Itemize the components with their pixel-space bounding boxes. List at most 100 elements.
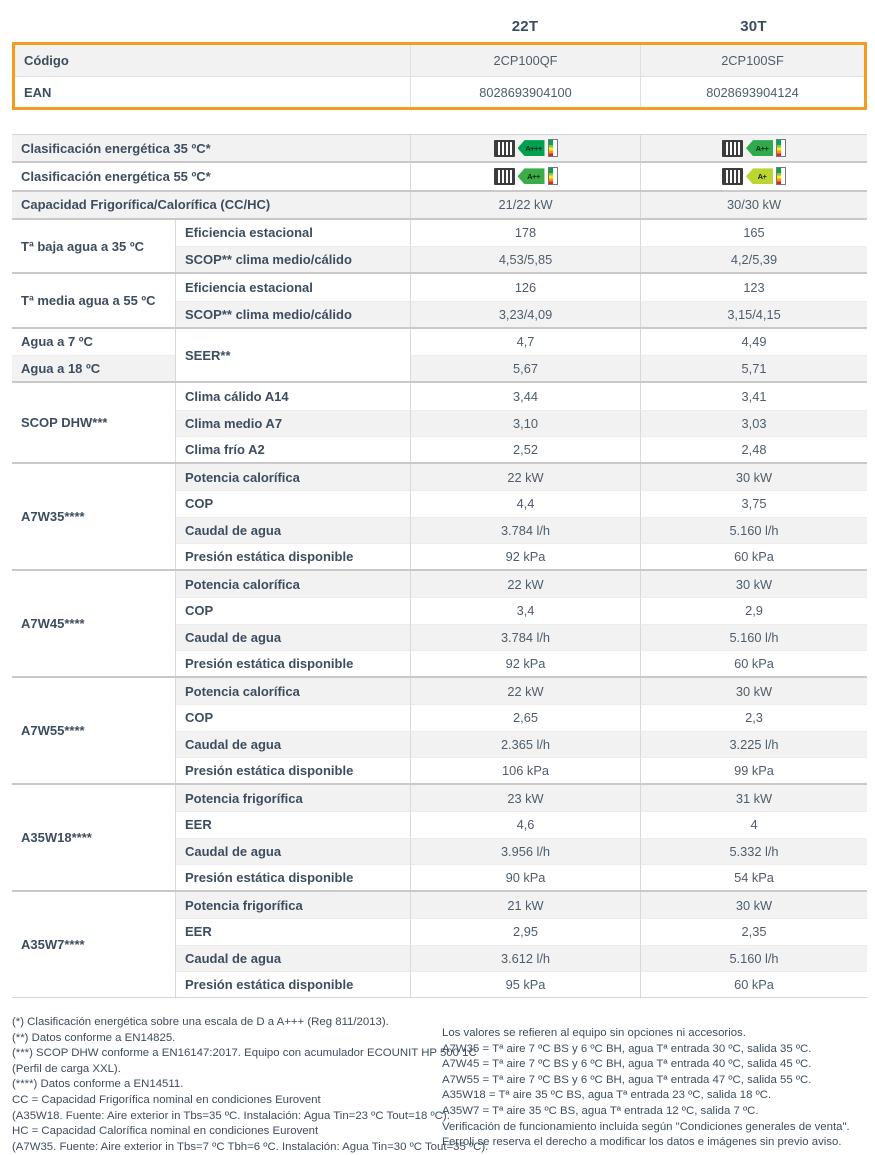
row-sub-label: Eficiencia estacional bbox=[175, 219, 410, 246]
spec-value: 5.160 l/h bbox=[640, 944, 867, 971]
model-column-header: 22T bbox=[511, 17, 539, 35]
footnote-line: A35W18 = Tª aire 35 ºC BS, agua Tª entra… bbox=[442, 1089, 772, 1102]
row-sub-label: COP bbox=[175, 490, 410, 517]
row-sub-label: Clima cálido A14 bbox=[175, 383, 410, 410]
spec-value: 54 kPa bbox=[640, 863, 867, 890]
footnote-line: A35W7 = Tª aire 35 ºC BS, agua Tª entrad… bbox=[442, 1104, 759, 1117]
row-sub-label: EER bbox=[175, 811, 410, 838]
spec-value: 5.332 l/h bbox=[640, 837, 867, 864]
footnote-line: (*) Clasificación energética sobre una e… bbox=[12, 1016, 389, 1028]
spec-value: 3.612 l/h bbox=[410, 944, 640, 971]
spec-value: 178 bbox=[410, 219, 640, 246]
spec-value: A+ bbox=[640, 163, 867, 190]
row-label: Clasificación energética 35 ºC* bbox=[12, 135, 410, 162]
spec-value: 2,35 bbox=[640, 918, 867, 945]
group-label: A7W45**** bbox=[12, 571, 175, 676]
model-code-value: 2CP100SF bbox=[640, 45, 864, 76]
model-column-header: 30T bbox=[740, 17, 767, 35]
spec-value: 92 kPa bbox=[410, 649, 640, 676]
energy-label-icon: A++ bbox=[493, 167, 558, 186]
energy-scale-icon bbox=[776, 139, 786, 158]
spec-value: 3,75 bbox=[640, 490, 867, 517]
spec-value: 4,7 bbox=[410, 328, 640, 355]
row-sub-label: Potencia calorífica bbox=[175, 678, 410, 705]
model-code-value: 2CP100QF bbox=[410, 45, 640, 76]
energy-class-arrow-icon: A+++ bbox=[517, 140, 545, 157]
footnote-line: Los valores se refieren al equipo sin op… bbox=[442, 1027, 746, 1039]
spec-value: 2.365 l/h bbox=[410, 730, 640, 757]
spec-value: 30 kW bbox=[640, 571, 867, 598]
row-label: Agua a 7 ºC bbox=[12, 328, 175, 355]
group-label: A7W55**** bbox=[12, 678, 175, 783]
footnote-line: A7W55 = Tª aire 7 ºC BS y 6 ºC BH, agua … bbox=[442, 1073, 812, 1086]
footnotes-right-column: Los valores se refieren al equipo sin op… bbox=[442, 1015, 867, 1155]
spec-value: 5.160 l/h bbox=[640, 623, 867, 650]
spec-value: 3,41 bbox=[640, 383, 867, 410]
row-sub-label: Caudal de agua bbox=[175, 516, 410, 543]
row-sub-label: Presión estática disponible bbox=[175, 542, 410, 569]
spec-value: 3.784 l/h bbox=[410, 623, 640, 650]
row-sub-label: Caudal de agua bbox=[175, 944, 410, 971]
energy-label-icon: A+++ bbox=[493, 139, 558, 158]
spec-value: 30 kW bbox=[640, 464, 867, 491]
spec-value: 60 kPa bbox=[640, 970, 867, 997]
row-label: EAN bbox=[15, 76, 410, 107]
spec-value: 23 kW bbox=[410, 785, 640, 812]
spec-section: Agua a 7 ºC SEER** 4,7 4,49 Agua a 18 ºC 5,67… bbox=[12, 326, 867, 382]
footnotes-left-column: (*) Clasificación energética sobre una e… bbox=[12, 1015, 488, 1155]
spec-value: 4,49 bbox=[640, 328, 867, 355]
spec-value: A++ bbox=[410, 163, 640, 190]
footnote-line: Verificación de funcionamiento incluida … bbox=[442, 1120, 850, 1133]
footnote-line: Ferroli se reserva el derecho a modifica… bbox=[442, 1136, 842, 1149]
energy-scale-icon bbox=[547, 167, 558, 186]
row-sub-label: Potencia calorífica bbox=[175, 464, 410, 491]
spec-value: 106 kPa bbox=[410, 756, 640, 783]
spec-value: 3.956 l/h bbox=[410, 837, 640, 864]
spec-value: 21/22 kW bbox=[410, 191, 640, 218]
spec-value: A+++ bbox=[410, 135, 640, 162]
spec-value: 60 kPa bbox=[640, 542, 867, 569]
spec-section: Clasificación energética 55 ºC* A++ A+ bbox=[12, 161, 867, 190]
spec-value: 123 bbox=[640, 274, 867, 301]
row-sub-label: SCOP** clima medio/cálido bbox=[175, 246, 410, 273]
row-label: Código bbox=[15, 45, 410, 76]
energy-class-arrow-icon: A++ bbox=[746, 140, 773, 157]
radiator-icon bbox=[722, 139, 743, 157]
spec-value: 2,65 bbox=[410, 704, 640, 731]
spec-value: 30 kW bbox=[640, 678, 867, 705]
table-row: EAN 8028693904100 8028693904124 bbox=[15, 76, 864, 107]
table-row: Código 2CP100QF 2CP100SF bbox=[15, 45, 864, 76]
spec-section: Tª baja agua a 35 ºC Eficiencia estaciona… bbox=[12, 217, 867, 273]
footnote-line: (**) Datos conforme a EN14825. bbox=[12, 1031, 176, 1044]
spec-section: Clasificación energética 35 ºC* A+++ A++ bbox=[12, 135, 867, 162]
spec-value: 3,03 bbox=[640, 409, 867, 436]
spec-table: Clasificación energética 35 ºC* A+++ A++ Cl… bbox=[12, 134, 867, 998]
row-sub-label: Clima medio A7 bbox=[175, 409, 410, 436]
spec-section: SCOP DHW*** Clima cálido A14 3,44 3,41 Clima… bbox=[12, 381, 867, 462]
row-sub-label: COP bbox=[175, 704, 410, 731]
footnote-line: (****) Datos conforme a EN14511. bbox=[12, 1078, 184, 1091]
spec-value: 92 kPa bbox=[410, 542, 640, 569]
spec-value: 2,48 bbox=[640, 435, 867, 462]
spec-section: A35W7**** Potencia frigorífica 21 kW 30 kW E… bbox=[12, 890, 867, 997]
energy-label-icon: A++ bbox=[722, 139, 786, 158]
footnote-line: CC = Capacidad Frigorífica nominal en co… bbox=[12, 1093, 321, 1106]
spec-value: 90 kPa bbox=[410, 863, 640, 890]
row-sub-label: Caudal de agua bbox=[175, 837, 410, 864]
energy-class-arrow-icon: A++ bbox=[517, 168, 545, 185]
spec-value: 3.225 l/h bbox=[640, 730, 867, 757]
energy-class-arrow-icon: A+ bbox=[746, 168, 773, 185]
spec-value: A++ bbox=[640, 135, 867, 162]
spec-value: 4,2/5,39 bbox=[640, 246, 867, 273]
group-label: A7W35**** bbox=[12, 464, 175, 569]
spec-value: 21 kW bbox=[410, 892, 640, 919]
spec-value: 2,52 bbox=[410, 435, 640, 462]
spec-section: A7W35**** Potencia calorífica 22 kW 30 kW CO… bbox=[12, 462, 867, 569]
radiator-icon bbox=[722, 167, 743, 185]
spec-section: A35W18**** Potencia frigorífica 23 kW 31 kW… bbox=[12, 783, 867, 890]
spec-value: 22 kW bbox=[410, 464, 640, 491]
spec-value: 2,9 bbox=[640, 597, 867, 624]
row-label: Capacidad Frigorífica/Calorífica (CC/HC) bbox=[12, 191, 410, 218]
group-label: SCOP DHW*** bbox=[12, 383, 175, 462]
spec-value: 95 kPa bbox=[410, 970, 640, 997]
